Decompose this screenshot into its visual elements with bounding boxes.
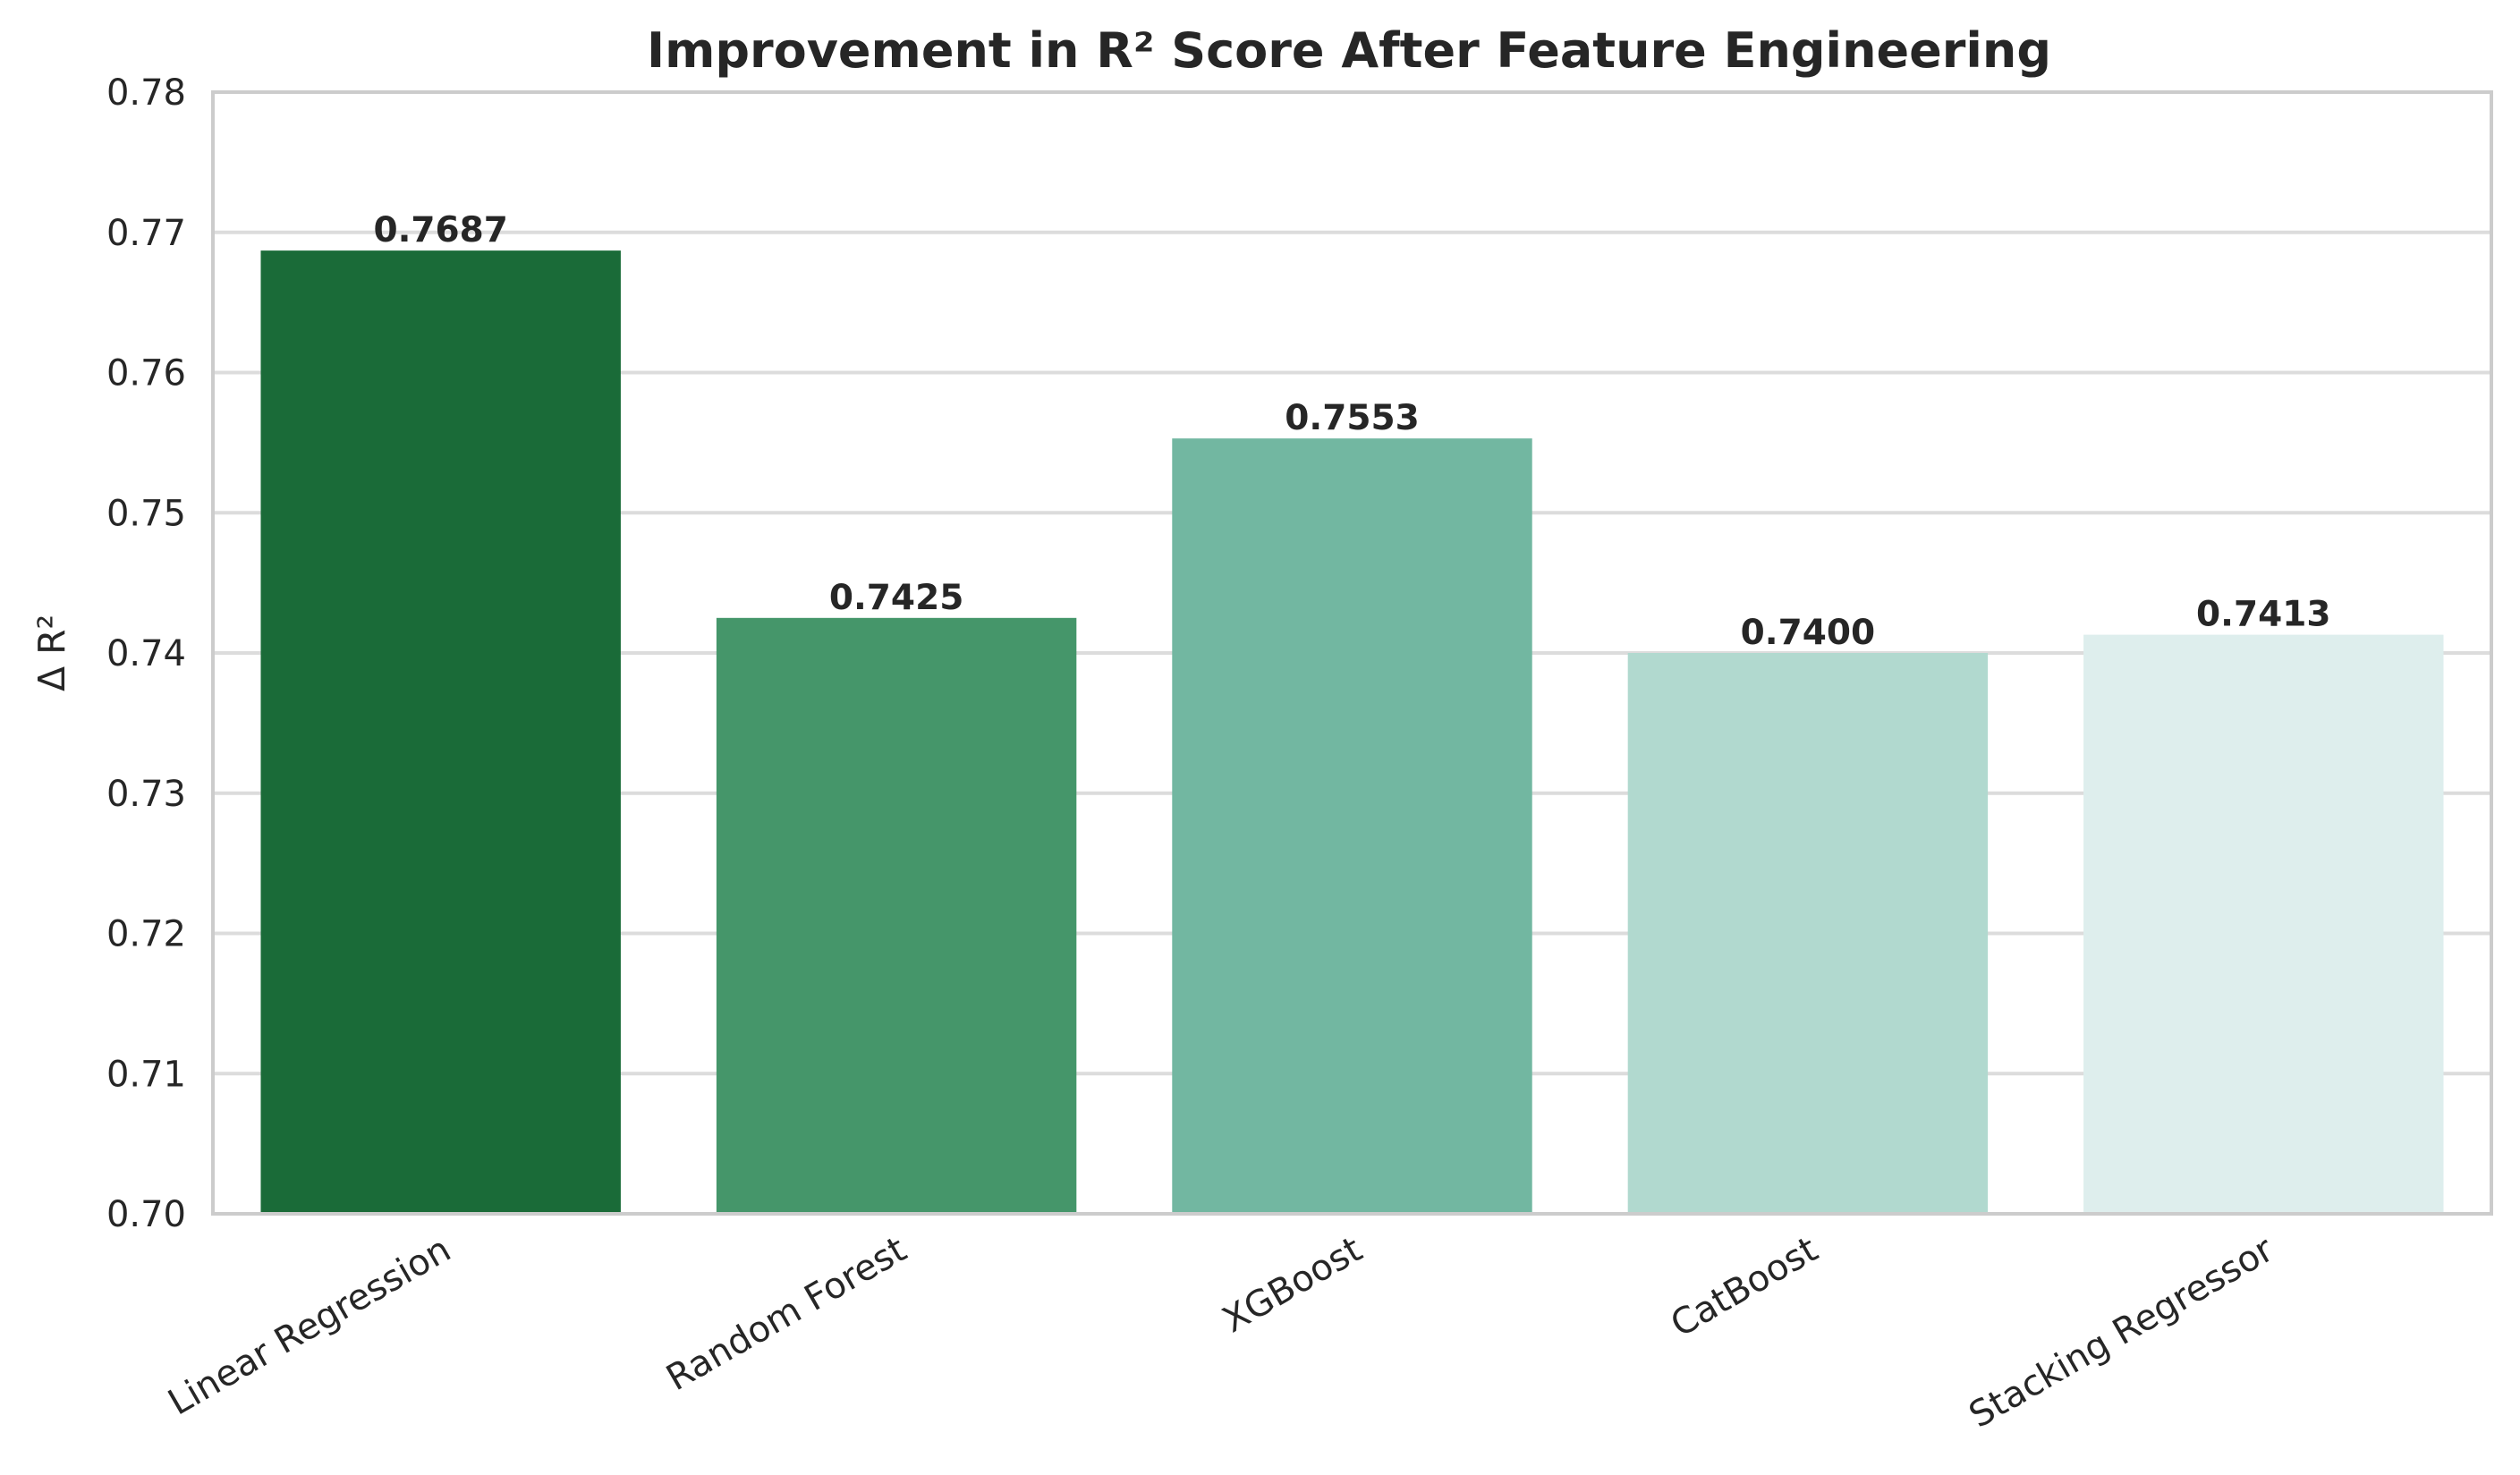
y-tick-label: 0.77: [106, 213, 186, 254]
y-tick-label: 0.71: [106, 1054, 186, 1095]
y-tick-label: 0.70: [106, 1194, 186, 1235]
y-tick-label: 0.75: [106, 493, 186, 534]
x-tick-label: XGBoost: [1216, 1229, 1369, 1341]
chart-title: Improvement in R² Score After Feature En…: [647, 22, 2051, 79]
data-label: 0.7425: [829, 578, 964, 618]
plot-frame: [211, 90, 2493, 1216]
x-tick-label: CatBoost: [1664, 1229, 1825, 1345]
data-label: 0.7687: [373, 210, 508, 250]
bar: [260, 250, 621, 1215]
x-tick-label: Random Forest: [659, 1229, 913, 1399]
x-tick-label: Linear Regression: [162, 1229, 458, 1424]
y-axis-ticks: 0.70 0.71 0.72 0.73 0.74 0.75 0.76 0.77 0.78: [106, 72, 186, 1235]
data-label: 0.7400: [1741, 613, 1876, 653]
y-tick-label: 0.74: [106, 633, 186, 674]
x-tick-label: Stacking Regressor: [1963, 1229, 2281, 1437]
y-tick-label: 0.78: [106, 72, 186, 114]
y-tick-label: 0.73: [106, 774, 186, 815]
y-tick-label: 0.72: [106, 914, 186, 955]
data-label: 0.7413: [2196, 595, 2331, 635]
bar: [1627, 653, 1989, 1214]
bar: [1172, 438, 1532, 1214]
y-axis-label: Δ R²: [30, 615, 73, 691]
data-label: 0.7553: [1285, 398, 1420, 438]
x-axis-ticks: Linear Regression Random Forest XGBoost Cat…: [162, 1229, 2281, 1437]
bar: [2083, 634, 2444, 1214]
y-tick-label: 0.76: [106, 353, 186, 394]
data-labels: 0.7687 0.7425 0.7553 0.7400 0.7413: [373, 210, 2330, 653]
bars: [260, 250, 2444, 1215]
bar: [716, 617, 1077, 1214]
